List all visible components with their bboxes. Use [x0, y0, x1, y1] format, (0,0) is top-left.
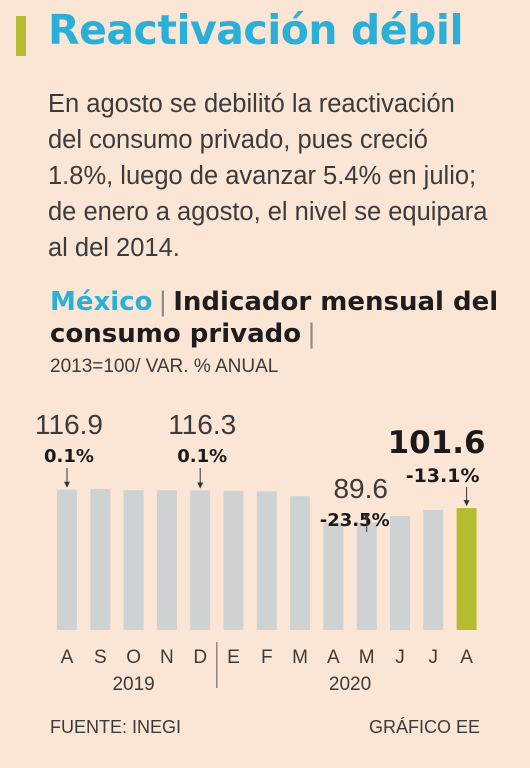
- annotation-arrow-0: [64, 481, 70, 488]
- annotation-change-3: -13.1%: [406, 465, 480, 487]
- annotation-change-0: 0.1%: [44, 446, 94, 467]
- year-label-0: 2019: [112, 674, 154, 695]
- category-label-4: D: [193, 647, 207, 668]
- category-label-7: M: [292, 647, 308, 668]
- bar-4: [190, 490, 211, 630]
- annotation-value-3: 101.6: [388, 425, 486, 461]
- category-label-0: A: [61, 647, 74, 668]
- category-label-10: J: [395, 647, 405, 668]
- bar-7: [290, 496, 311, 630]
- annotation-arrow-3: [463, 500, 470, 507]
- bar-11: [423, 510, 444, 630]
- page-subtitle: En agosto se debilitó la reactivación de…: [48, 90, 488, 262]
- annotation-value-2: 89.6: [333, 473, 388, 504]
- chart-heading: México | Indicador mensual del consumo pri…: [50, 286, 520, 350]
- category-label-12: A: [460, 647, 473, 668]
- chart-region: México: [50, 287, 153, 317]
- annotation-arrow-2: [363, 514, 370, 521]
- bar-9: [356, 522, 377, 630]
- category-label-5: E: [227, 647, 240, 668]
- title-accent-bar: [16, 16, 26, 56]
- bar-12: [456, 508, 477, 630]
- heading-separator: |: [158, 287, 168, 317]
- bar-6: [256, 491, 277, 630]
- category-label-11: J: [429, 647, 439, 668]
- annotation-change-1: 0.1%: [177, 446, 227, 467]
- category-label-9: M: [359, 647, 375, 668]
- graphic-credit: GRÁFICO EE: [368, 717, 480, 737]
- bar-0: [57, 489, 77, 630]
- chart-units: 2013=100/ VAR. % ANUAL: [50, 356, 279, 377]
- heading-separator-end: |: [307, 319, 316, 349]
- bar-5: [223, 490, 244, 630]
- bar-2: [123, 490, 144, 630]
- category-label-2: O: [126, 647, 141, 668]
- bar-8: [323, 522, 344, 630]
- year-label-1: 2020: [329, 674, 371, 695]
- annotation-change-2: -23.5%: [320, 510, 390, 531]
- annotation-arrow-1: [197, 482, 204, 489]
- bar-1: [90, 489, 111, 630]
- bar-10: [390, 516, 410, 630]
- chart-title: Indicador mensual del consumo privado: [50, 287, 499, 349]
- category-label-6: F: [261, 647, 273, 668]
- category-label-3: N: [160, 647, 174, 668]
- category-label-8: A: [327, 647, 340, 668]
- source-note: FUENTE: INEGI: [50, 717, 182, 737]
- page-title: Reactivación débil: [48, 6, 464, 54]
- annotation-value-0: 116.9: [35, 409, 103, 440]
- category-label-1: S: [94, 647, 107, 668]
- annotation-value-1: 116.3: [168, 409, 236, 440]
- bar-3: [156, 490, 177, 630]
